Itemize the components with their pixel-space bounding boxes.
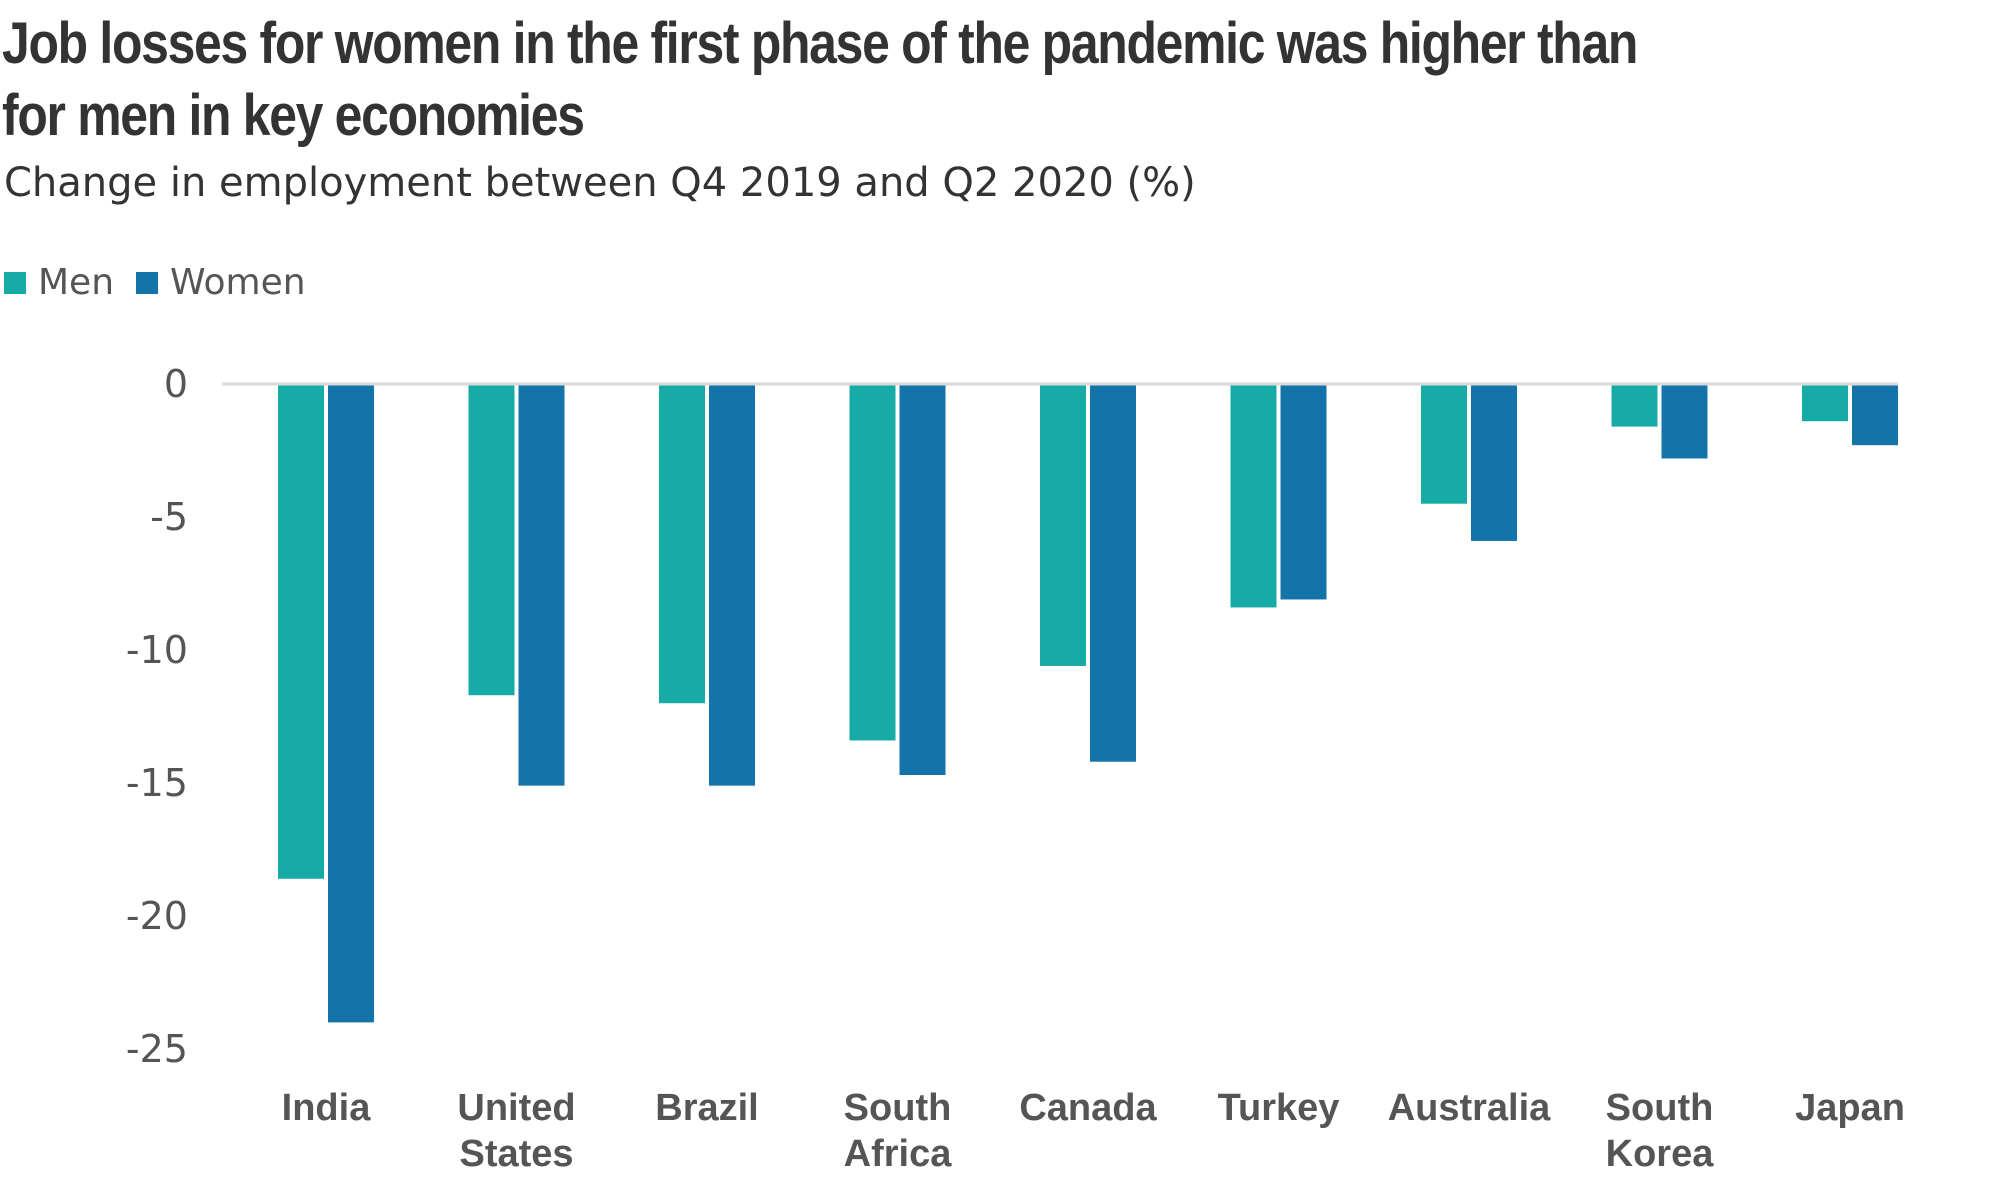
y-tick-label: -15 xyxy=(126,761,188,805)
x-category-label: Australia xyxy=(1388,1087,1551,1129)
bar-men xyxy=(278,384,324,879)
bar-men xyxy=(468,384,515,696)
bar-women xyxy=(1090,384,1136,762)
chart-legend: Men Women xyxy=(4,262,306,303)
bar-women xyxy=(709,384,755,786)
bar-men xyxy=(659,384,705,704)
x-category-label: South Africa xyxy=(844,1087,953,1175)
bar-men xyxy=(1802,384,1848,422)
legend-item-men: Men xyxy=(4,262,114,303)
bar-women xyxy=(518,384,565,786)
x-category-label: South Korea xyxy=(1606,1087,1715,1175)
y-tick-label: -10 xyxy=(126,628,188,672)
bar-men xyxy=(849,384,896,741)
bar-women xyxy=(1280,384,1327,600)
x-category-label: Japan xyxy=(1795,1087,1905,1129)
y-tick-label: -20 xyxy=(126,894,188,938)
bar-women xyxy=(899,384,946,776)
x-category-label: Turkey xyxy=(1218,1087,1340,1129)
y-tick-label: 0 xyxy=(164,362,188,406)
x-category-label: United States xyxy=(457,1087,575,1175)
bar-men xyxy=(1421,384,1467,504)
x-category-label: Brazil xyxy=(655,1087,758,1129)
x-category-label: Canada xyxy=(1019,1087,1157,1129)
bar-women xyxy=(1852,384,1898,446)
chart-subtitle: Change in employment between Q4 2019 and… xyxy=(4,160,1196,206)
legend-label-women: Women xyxy=(170,262,306,303)
bar-women xyxy=(328,384,374,1023)
bar-men xyxy=(1040,384,1086,666)
legend-swatch-men xyxy=(4,271,26,294)
bar-women xyxy=(1471,384,1517,541)
legend-label-men: Men xyxy=(38,262,115,303)
bar-men xyxy=(1611,384,1658,427)
x-category-label: India xyxy=(282,1087,372,1129)
bar-women xyxy=(1661,384,1708,459)
legend-item-women: Women xyxy=(136,262,306,303)
y-tick-label: -25 xyxy=(126,1027,188,1071)
y-tick-label: -5 xyxy=(150,495,188,539)
legend-swatch-women xyxy=(136,271,159,294)
chart-title: Job losses for women in the first phase … xyxy=(2,11,1638,148)
bar-men xyxy=(1230,384,1277,608)
